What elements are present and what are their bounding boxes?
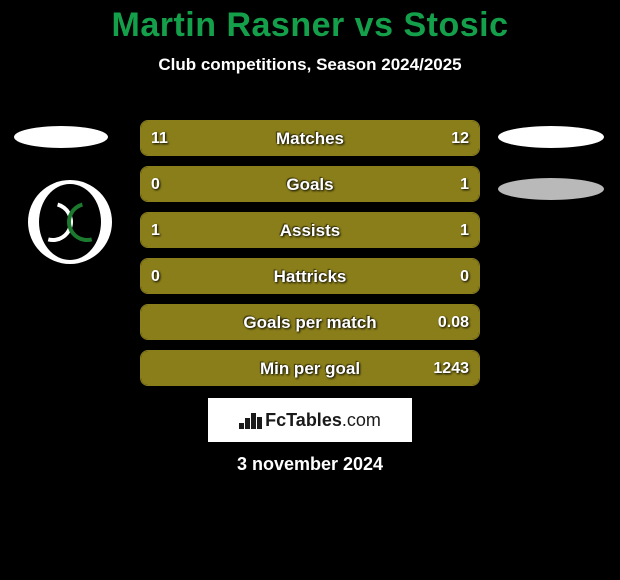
brand-icon-bar xyxy=(257,417,262,429)
brand-icon-bar xyxy=(239,423,244,429)
stat-label: Min per goal xyxy=(141,351,479,385)
stat-label: Assists xyxy=(141,213,479,247)
badge-swirl-right-icon xyxy=(60,195,101,250)
page-subtitle: Club competitions, Season 2024/2025 xyxy=(0,55,620,75)
left-player-ellipse xyxy=(14,126,108,148)
right-player-ellipse-1 xyxy=(498,126,604,148)
brand-name-light: .com xyxy=(342,410,381,430)
brand-text: FcTables.com xyxy=(265,410,381,431)
page-title: Martin Rasner vs Stosic xyxy=(0,0,620,45)
brand-chart-icon xyxy=(239,411,261,429)
stat-row: 0.08Goals per match xyxy=(140,304,480,340)
brand-name-bold: FcTables xyxy=(265,410,342,430)
stat-label: Goals xyxy=(141,167,479,201)
right-player-ellipse-2 xyxy=(498,178,604,200)
stat-row: 01Goals xyxy=(140,166,480,202)
left-club-badge-inner xyxy=(39,184,101,260)
left-club-badge xyxy=(28,180,112,264)
stat-label: Goals per match xyxy=(141,305,479,339)
brand-icon-bar xyxy=(245,418,250,429)
stat-label: Hattricks xyxy=(141,259,479,293)
stat-row: 1243Min per goal xyxy=(140,350,480,386)
stat-row: 11Assists xyxy=(140,212,480,248)
stats-comparison: 1112Matches 01Goals 11Assists 00Hattricks 0.… xyxy=(140,120,480,396)
brand-icon-bar xyxy=(251,413,256,429)
brand-attribution[interactable]: FcTables.com xyxy=(208,398,412,442)
snapshot-date: 3 november 2024 xyxy=(0,454,620,475)
stat-row: 00Hattricks xyxy=(140,258,480,294)
stat-label: Matches xyxy=(141,121,479,155)
stat-row: 1112Matches xyxy=(140,120,480,156)
